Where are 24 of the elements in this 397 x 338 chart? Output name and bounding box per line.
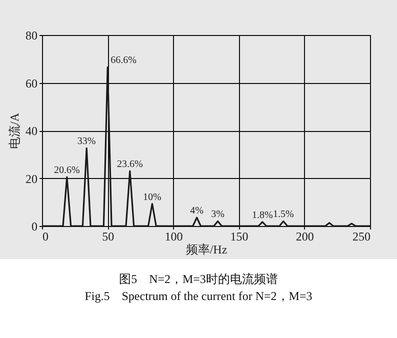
x-tick-label: 0 [42,230,48,244]
x-tick-label: 50 [102,230,114,244]
x-tick-label: 200 [296,230,314,244]
y-tick-label: 40 [26,124,38,138]
annotation: 3% [211,209,224,220]
annotation: 1.5% [272,209,294,220]
annotation: 33% [77,136,96,148]
caption: 图5 N=2，M=3时的电流频谱 [118,271,279,288]
y-tick-label: 0 [32,220,38,234]
annotation: 10% [143,192,162,203]
annotation: 23.6% [116,159,143,170]
caption: Fig.5 Spectrum of the current for N=2，M=3 [84,288,314,305]
annotation: 4% [190,206,204,217]
x-tick-label: 250 [352,230,370,244]
y-tick-label: 80 [26,28,38,42]
x-axis-title: 频率/Hz [186,242,228,256]
x-tick-label: 150 [230,230,248,244]
annotation: 1.8% [252,210,273,221]
y-tick-label: 60 [26,76,38,90]
y-axis-title: 电流/A [8,112,22,149]
x-tick-label: 100 [164,230,183,244]
annotation: 20.6% [54,165,80,176]
y-tick-label: 20 [26,172,38,186]
annotation: 66.6% [110,55,136,66]
